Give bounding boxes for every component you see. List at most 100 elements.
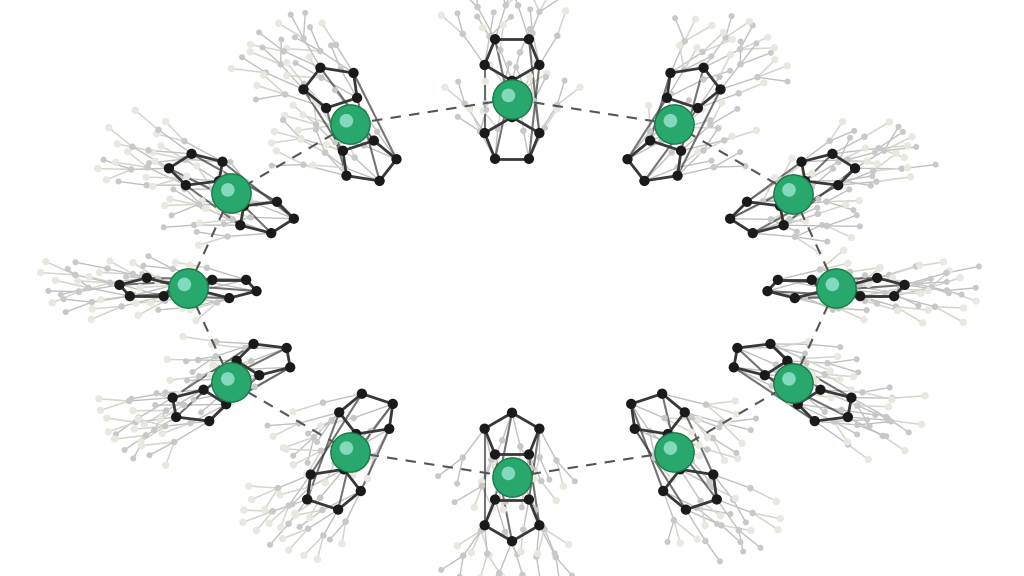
Point xyxy=(744,509,761,518)
Point xyxy=(827,283,844,293)
Point xyxy=(554,0,570,1)
Point xyxy=(718,33,734,42)
Point xyxy=(911,261,928,270)
Point xyxy=(702,120,719,130)
Point xyxy=(910,301,927,310)
Point xyxy=(201,416,217,426)
Point xyxy=(359,474,376,483)
Point xyxy=(824,305,841,314)
Point xyxy=(349,93,366,103)
Point xyxy=(941,266,957,275)
Point xyxy=(133,437,150,446)
Point xyxy=(703,52,720,61)
Point xyxy=(804,169,820,178)
Point xyxy=(295,85,311,94)
Point xyxy=(688,503,705,513)
Point xyxy=(165,264,181,274)
Point xyxy=(772,514,788,523)
Point xyxy=(797,157,813,166)
Point xyxy=(522,5,539,14)
Point xyxy=(175,332,191,341)
Point xyxy=(188,228,205,237)
Point xyxy=(664,475,680,484)
Point xyxy=(786,204,803,214)
Point xyxy=(142,298,159,308)
Point xyxy=(209,195,225,204)
Point xyxy=(188,161,205,170)
Point xyxy=(666,120,682,129)
Point xyxy=(841,185,857,194)
Point xyxy=(508,78,524,88)
Point xyxy=(179,172,196,181)
Point xyxy=(716,456,732,465)
Point xyxy=(338,116,354,126)
Point xyxy=(560,540,577,549)
Point xyxy=(295,110,311,119)
Point xyxy=(446,498,463,507)
Point xyxy=(233,52,250,62)
Point xyxy=(732,45,749,54)
Point xyxy=(857,296,873,305)
Point xyxy=(851,279,867,289)
Point xyxy=(900,428,916,437)
Point xyxy=(836,245,852,255)
Point xyxy=(70,276,86,286)
Point xyxy=(663,444,679,453)
Point xyxy=(338,444,354,453)
Point xyxy=(822,393,839,402)
Point xyxy=(692,497,709,506)
Point xyxy=(279,343,295,353)
Point xyxy=(497,528,513,537)
Point xyxy=(509,550,525,559)
Point xyxy=(494,101,510,110)
Point xyxy=(318,104,335,113)
Point xyxy=(123,165,139,174)
Point xyxy=(301,513,317,522)
Point xyxy=(272,522,289,532)
Point xyxy=(481,60,498,69)
Point xyxy=(452,572,468,576)
Point xyxy=(794,369,810,378)
Point xyxy=(896,281,912,290)
Point xyxy=(223,189,240,198)
Point xyxy=(691,415,708,424)
Point xyxy=(272,60,289,69)
Point xyxy=(141,450,158,460)
Point xyxy=(218,400,234,409)
Point xyxy=(251,28,267,37)
Point xyxy=(877,289,893,298)
Point xyxy=(767,55,783,65)
Point xyxy=(198,204,214,213)
Point xyxy=(804,183,820,192)
Point xyxy=(125,258,141,267)
Point xyxy=(498,497,514,506)
Point xyxy=(865,166,882,176)
Point xyxy=(735,547,752,556)
Point xyxy=(123,394,139,403)
Point xyxy=(184,302,201,312)
Point xyxy=(702,115,719,124)
Point xyxy=(714,98,730,108)
Point xyxy=(504,112,520,122)
Point xyxy=(694,104,711,113)
Point xyxy=(732,60,749,69)
Point xyxy=(345,471,361,480)
Point xyxy=(524,29,541,38)
Point xyxy=(908,262,925,271)
Point xyxy=(511,467,527,476)
Point xyxy=(84,297,100,306)
Point xyxy=(781,215,798,224)
Point xyxy=(223,378,240,387)
Point xyxy=(816,370,833,379)
Point xyxy=(165,185,181,194)
Point xyxy=(176,137,193,146)
Point xyxy=(504,472,520,482)
Point xyxy=(313,446,330,456)
Point xyxy=(862,181,879,190)
Point xyxy=(773,175,790,184)
Point xyxy=(912,289,929,298)
Point xyxy=(269,483,286,492)
Point xyxy=(687,14,703,24)
Point xyxy=(537,123,553,132)
Point xyxy=(385,399,401,408)
